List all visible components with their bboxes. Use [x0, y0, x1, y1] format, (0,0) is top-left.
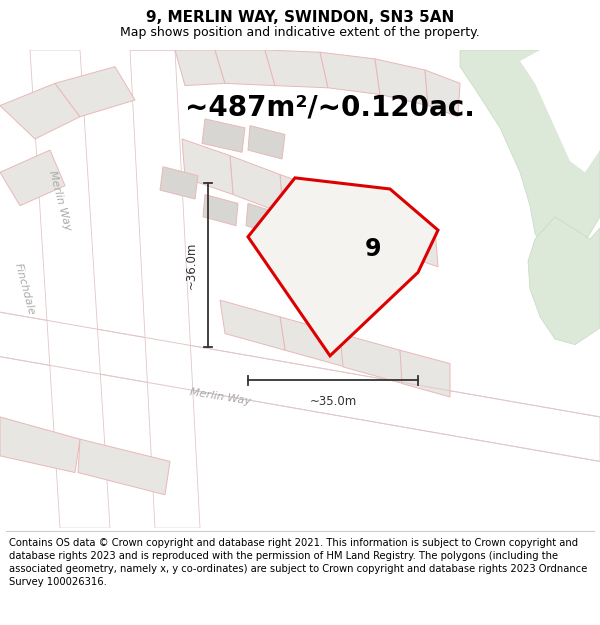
Polygon shape	[0, 150, 65, 206]
Text: Map shows position and indicative extent of the property.: Map shows position and indicative extent…	[120, 26, 480, 39]
Polygon shape	[375, 59, 428, 106]
Polygon shape	[30, 50, 110, 528]
Polygon shape	[425, 70, 460, 117]
Polygon shape	[160, 167, 198, 199]
Polygon shape	[220, 300, 285, 350]
Polygon shape	[55, 67, 135, 117]
Polygon shape	[248, 178, 438, 356]
Polygon shape	[400, 350, 450, 397]
Polygon shape	[0, 417, 80, 472]
Polygon shape	[528, 217, 600, 344]
Polygon shape	[340, 334, 403, 384]
Polygon shape	[248, 126, 285, 159]
Polygon shape	[78, 439, 170, 495]
Polygon shape	[215, 50, 275, 86]
Polygon shape	[265, 50, 328, 88]
Polygon shape	[385, 211, 438, 267]
Text: 9: 9	[365, 238, 382, 261]
Polygon shape	[175, 50, 225, 86]
Text: Merlin Way: Merlin Way	[47, 169, 73, 231]
Polygon shape	[203, 194, 238, 226]
Polygon shape	[0, 83, 80, 139]
Polygon shape	[335, 194, 390, 250]
Polygon shape	[460, 50, 600, 261]
Text: Finchdale: Finchdale	[13, 262, 37, 316]
Text: ~487m²/~0.120ac.: ~487m²/~0.120ac.	[185, 94, 475, 122]
Text: ~35.0m: ~35.0m	[310, 395, 356, 408]
Polygon shape	[182, 139, 233, 194]
Text: 9, MERLIN WAY, SWINDON, SN3 5AN: 9, MERLIN WAY, SWINDON, SN3 5AN	[146, 10, 454, 25]
Polygon shape	[230, 156, 283, 214]
Text: Merlin Way: Merlin Way	[189, 387, 251, 407]
Polygon shape	[320, 52, 380, 94]
Polygon shape	[520, 50, 600, 172]
Polygon shape	[130, 50, 200, 528]
Text: ~36.0m: ~36.0m	[185, 241, 198, 289]
Polygon shape	[0, 311, 600, 461]
Polygon shape	[280, 317, 345, 367]
Text: Contains OS data © Crown copyright and database right 2021. This information is : Contains OS data © Crown copyright and d…	[9, 538, 587, 588]
Polygon shape	[246, 204, 280, 236]
Polygon shape	[280, 174, 338, 234]
Polygon shape	[202, 119, 245, 152]
